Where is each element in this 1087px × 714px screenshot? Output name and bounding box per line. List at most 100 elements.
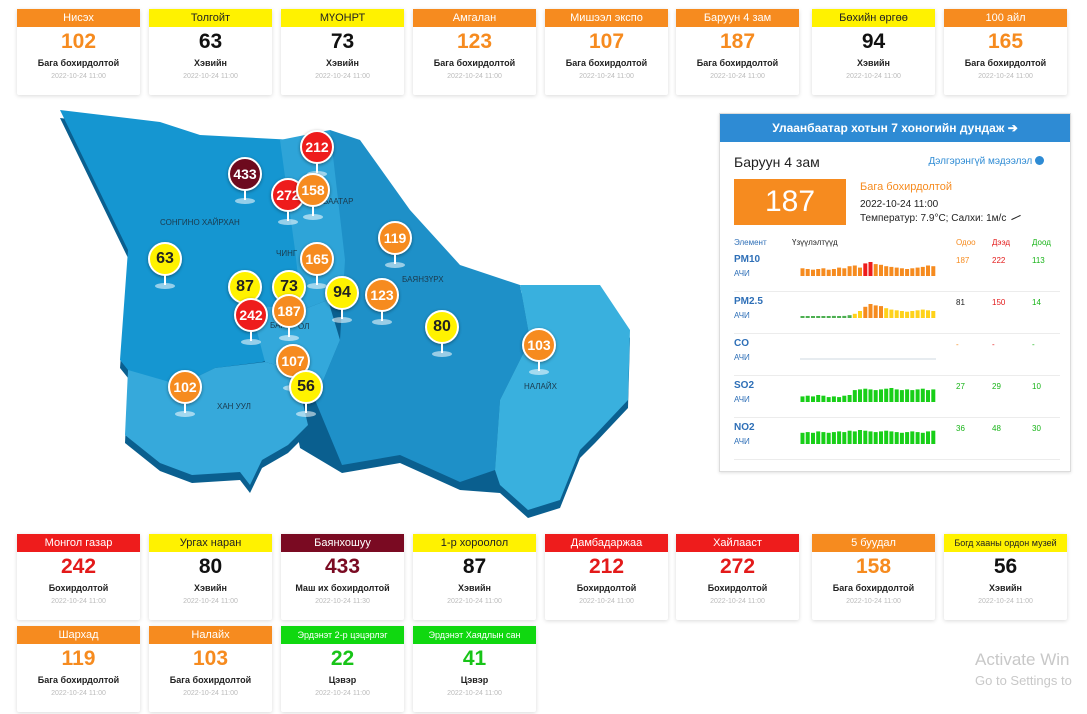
sparkline-bar [847, 266, 852, 276]
station-level: Бага бохирдолтой [433, 58, 516, 68]
district-label: ХАН УУЛ [217, 402, 251, 411]
station-aqi: 94 [861, 30, 886, 53]
sparkline-bar [800, 268, 805, 276]
station-name: Налайх [149, 626, 272, 644]
station-card[interactable]: Дамбадаржаа 212 Бохирдолтой 2022-10-24 11:0… [545, 534, 668, 620]
sparkline-bar [805, 432, 810, 444]
col-index-header: Үзүүлэлтүүд [792, 238, 838, 247]
pollutant-name: CO [734, 338, 749, 349]
station-card[interactable]: Бөхийн өргөө 94 Хэвийн 2022-10-24 11:00 [812, 9, 935, 95]
map-marker[interactable]: 242 [234, 298, 268, 345]
station-aqi: 187 [719, 30, 756, 53]
station-time: 2022-10-24 11:00 [51, 598, 106, 605]
station-card[interactable]: Баруун 4 зам 187 Бага бохирдолтой 2022-10-2… [676, 9, 799, 95]
map-marker[interactable]: 158 [296, 173, 330, 220]
map-marker[interactable]: 94 [325, 276, 359, 323]
pollutant-sparkline [800, 262, 936, 276]
sparkline-bar [915, 389, 920, 402]
station-level: Маш их бохирдолтой [295, 583, 390, 593]
sparkline-bar [884, 430, 889, 444]
sparkline-bar [858, 311, 862, 318]
station-card[interactable]: Шархад 119 Бага бохирдолтой 2022-10-24 11:0… [17, 626, 140, 712]
sparkline-bar [899, 390, 904, 402]
station-card[interactable]: 1-р хороолол 87 Хэвийн 2022-10-24 11:00 [413, 534, 536, 620]
station-card[interactable]: Амгалан 123 Бага бохирдолтой 2022-10-24 11:… [413, 9, 536, 95]
map-marker[interactable]: 80 [425, 310, 459, 357]
station-card[interactable]: Налайх 103 Бага бохирдолтой 2022-10-24 11:0… [149, 626, 272, 712]
pollutant-row-pm25: PM2.5 АЧИ 81 150 14 [734, 292, 1060, 334]
sparkline-bar [899, 432, 904, 444]
station-card[interactable]: Ургах наран 80 Хэвийн 2022-10-24 11:00 [149, 534, 272, 620]
pollutant-name: PM10 [734, 254, 761, 265]
station-card[interactable]: Монгол газар 242 Бохирдолтой 2022-10-24 11:… [17, 534, 140, 620]
pollutant-row-so2: SO2 АЧИ 27 29 10 [734, 376, 1060, 418]
station-time: 2022-10-24 11:00 [579, 598, 634, 605]
station-card[interactable]: МҮОНРТ 73 Хэвийн 2022-10-24 11:00 [281, 9, 404, 95]
sparkline-bar [842, 315, 847, 318]
marker-value: 102 [168, 370, 202, 404]
station-time: 2022-10-24 11:30 [315, 598, 370, 605]
map-marker[interactable]: 187 [272, 294, 306, 341]
sparkline-bar [920, 388, 925, 402]
station-card[interactable]: Эрдэнэт 2-р цэцэрлэг 22 Цэвэр 2022-10-24 11… [281, 626, 404, 712]
map-marker[interactable]: 212 [300, 130, 334, 177]
station-time: 2022-10-24 11:00 [51, 690, 106, 697]
station-aqi: 158 [855, 555, 892, 578]
sparkline-bar [915, 432, 920, 444]
detail-link[interactable]: Дэлгэрэнгүй мэдээлэл [929, 156, 1044, 167]
sparkline-bar [837, 267, 842, 276]
sparkline-bar [920, 432, 925, 444]
marker-shadow [303, 214, 323, 220]
marker-value: 56 [289, 370, 323, 404]
station-card[interactable]: Толгойт 63 Хэвийн 2022-10-24 11:00 [149, 9, 272, 95]
map-marker[interactable]: 63 [148, 242, 182, 289]
station-name: Нисэх [17, 9, 140, 27]
station-detail-panel: Улаанбаатар хотын 7 хоногийн дундаж ➔ Ба… [719, 113, 1071, 472]
sparkline-bar [889, 388, 894, 402]
station-aqi: 41 [462, 647, 487, 670]
marker-shadow [241, 339, 261, 345]
station-time: 2022-10-24 11:00 [978, 598, 1033, 605]
value-min: - [1032, 340, 1035, 349]
station-time: 2022-10-24 11:00 [315, 73, 370, 80]
map-marker[interactable]: 102 [168, 370, 202, 417]
sparkline-bar [837, 316, 842, 318]
station-card[interactable]: Эрдэнэт Хаядлын сан 41 Цэвэр 2022-10-24 11:… [413, 626, 536, 712]
sparkline-bar [899, 311, 904, 318]
map-marker[interactable]: 272 [271, 178, 305, 225]
value-now: 27 [956, 382, 965, 391]
map-marker[interactable]: 123 [365, 278, 399, 325]
station-name: Богд хааны ордон музей [944, 534, 1067, 552]
sparkline-bar [852, 265, 857, 276]
marker-value: 119 [378, 221, 412, 255]
station-time: 2022-10-24 11:00 [183, 73, 238, 80]
sparkline-bar [926, 310, 930, 318]
weekly-average-button[interactable]: Улаанбаатар хотын 7 хоногийн дундаж ➔ [720, 114, 1070, 142]
map-marker[interactable]: 433 [228, 157, 262, 204]
activate-windows-title: Activate Win [975, 650, 1070, 669]
station-time: 2022-10-24 11:00 [447, 690, 502, 697]
station-card[interactable]: Нисэх 102 Бага бохирдолтой 2022-10-24 11:00 [17, 9, 140, 95]
station-card[interactable]: Мишээл экспо 107 Бага бохирдолтой 2022-10-2… [545, 9, 668, 95]
sparkline-bar [811, 269, 815, 276]
station-card[interactable]: 5 буудал 158 Бага бохирдолтой 2022-10-24 11… [812, 534, 935, 620]
sparkline-bar [847, 430, 852, 444]
station-card[interactable]: Хайлааст 272 Бохирдолтой 2022-10-24 11:00 [676, 534, 799, 620]
station-time: 2022-10-24 11:00 [846, 598, 901, 605]
map-marker[interactable]: 56 [289, 370, 323, 417]
pollutant-name: NO2 [734, 422, 755, 433]
station-card[interactable]: Богд хааны ордон музей 56 Хэвийн 2022-10-24… [944, 534, 1067, 620]
sparkline-bar [805, 316, 810, 318]
station-name: Эрдэнэт 2-р цэцэрлэг [281, 626, 404, 644]
chevron-right-circle-icon: ➔ [1007, 121, 1018, 135]
sparkline-bar [800, 316, 805, 318]
map-marker[interactable]: 103 [522, 328, 556, 375]
station-card[interactable]: 100 айл 165 Бага бохирдолтой 2022-10-24 11:… [944, 9, 1067, 95]
station-level: Хэвийн [193, 58, 227, 68]
map-marker[interactable]: 119 [378, 221, 412, 268]
sparkline-bar [868, 389, 873, 402]
station-time: 2022-10-24 11:00 [579, 73, 634, 80]
map-marker[interactable]: 165 [300, 242, 334, 289]
station-card[interactable]: Баянхошуу 433 Маш их бохирдолтой 2022-10-24… [281, 534, 404, 620]
sparkline-bar [915, 267, 920, 276]
